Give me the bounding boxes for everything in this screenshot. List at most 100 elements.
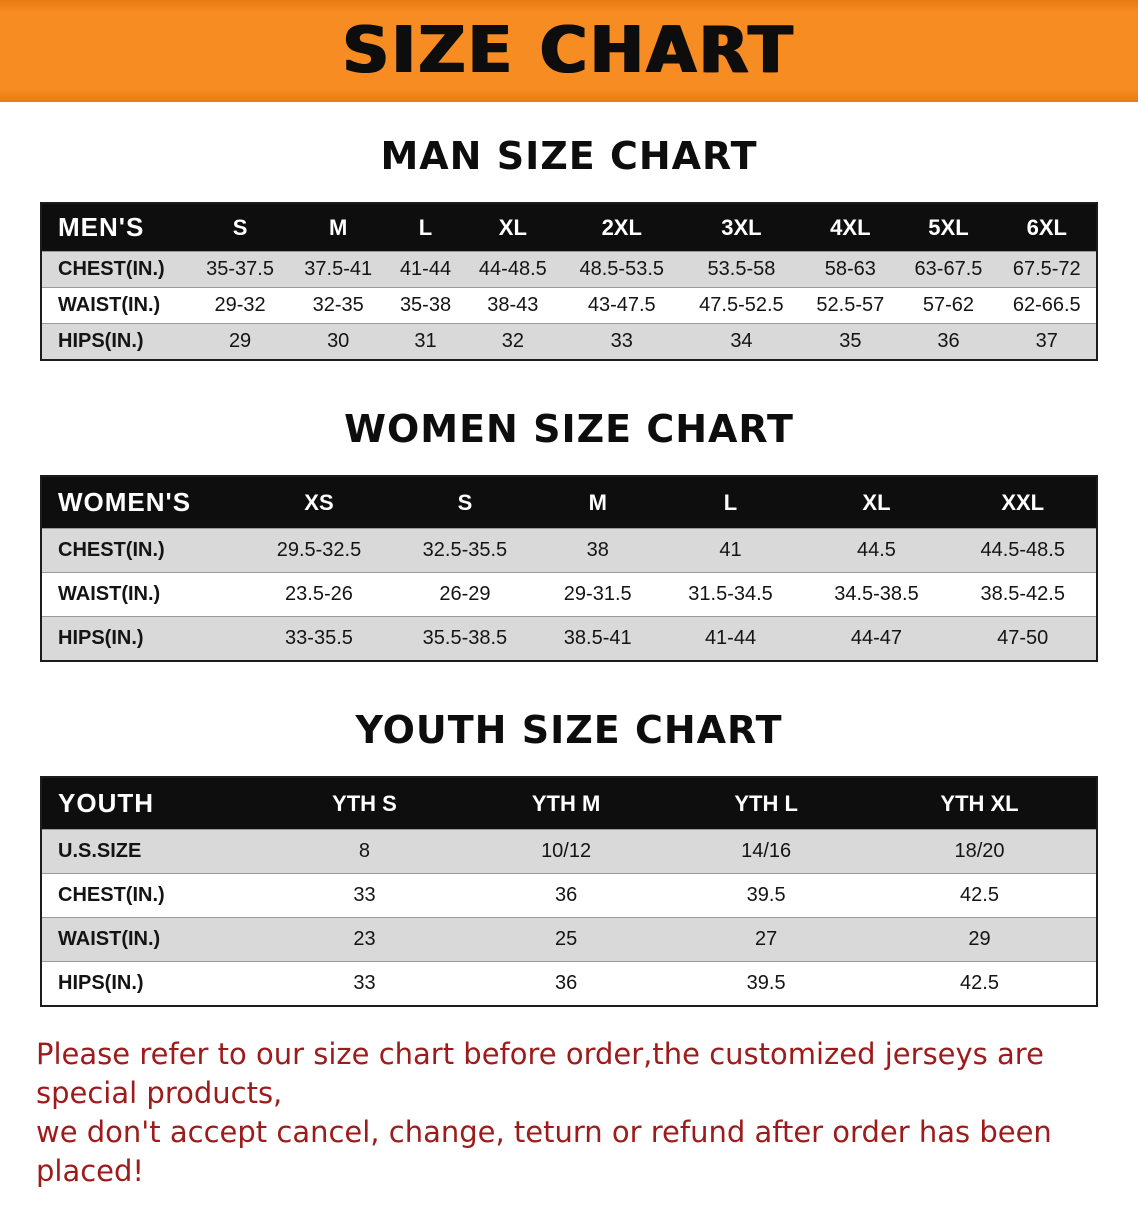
page-title: SIZE CHART: [342, 14, 796, 88]
women-table-row: CHEST(IN.) 29.5-32.5 32.5-35.5 38 41 44.5 44.5…: [41, 528, 1097, 573]
value-cell: 44.5-48.5: [949, 528, 1097, 573]
value-cell: 58-63: [801, 251, 900, 288]
women-header-row: WOMEN'S XS S M L XL XXL: [41, 476, 1097, 529]
row-label-cell: WAIST(IN.): [41, 572, 246, 617]
women-table-wrap: WOMEN'S XS S M L XL XXL CHEST(IN.) 29.5-32.5 32.5…: [0, 475, 1138, 662]
value-cell: 34.5-38.5: [803, 572, 950, 617]
row-label-cell: HIPS(IN.): [41, 323, 191, 360]
men-size-header-cell: M: [289, 203, 388, 252]
men-size-header-cell: L: [387, 203, 464, 252]
value-cell: 47-50: [949, 616, 1097, 661]
value-cell: 38: [537, 528, 658, 573]
value-cell: 32: [463, 323, 562, 360]
value-cell: 36: [462, 873, 670, 918]
value-cell: 39.5: [669, 873, 864, 918]
value-cell: 62-66.5: [997, 287, 1097, 324]
value-cell: 41-44: [657, 616, 804, 661]
value-cell: 43-47.5: [561, 287, 682, 324]
value-cell: 52.5-57: [801, 287, 900, 324]
value-cell: 29-32: [191, 287, 290, 324]
men-size-header-cell: 6XL: [997, 203, 1097, 252]
value-cell: 42.5: [863, 961, 1097, 1006]
men-size-header-cell: 4XL: [801, 203, 900, 252]
value-cell: 32-35: [289, 287, 388, 324]
value-cell: 33: [266, 873, 463, 918]
youth-size-table: YOUTH YTH S YTH M YTH L YTH XL U.S.SIZE 8 10/12…: [40, 776, 1098, 1007]
value-cell: 18/20: [863, 829, 1097, 874]
value-cell: 37.5-41: [289, 251, 388, 288]
value-cell: 44-48.5: [463, 251, 562, 288]
section-women: WOMEN SIZE CHART WOMEN'S XS S M L XL XXL CHEST(I…: [0, 407, 1138, 662]
value-cell: 27: [669, 917, 864, 962]
value-cell: 38-43: [463, 287, 562, 324]
value-cell: 23.5-26: [246, 572, 392, 617]
value-cell: 44-47: [803, 616, 950, 661]
row-label-cell: U.S.SIZE: [41, 829, 266, 874]
men-size-header-cell: 2XL: [561, 203, 682, 252]
women-size-header-cell: XXL: [949, 476, 1097, 529]
value-cell: 31.5-34.5: [657, 572, 804, 617]
youth-size-header-cell: YTH M: [462, 777, 670, 830]
youth-size-header-cell: YTH XL: [863, 777, 1097, 830]
value-cell: 35: [801, 323, 900, 360]
value-cell: 41: [657, 528, 804, 573]
value-cell: 39.5: [669, 961, 864, 1006]
value-cell: 29.5-32.5: [246, 528, 392, 573]
section-youth: YOUTH SIZE CHART YOUTH YTH S YTH M YTH L YTH …: [0, 708, 1138, 1007]
men-size-header-cell: 3XL: [681, 203, 802, 252]
youth-table-wrap: YOUTH YTH S YTH M YTH L YTH XL U.S.SIZE 8 10/12…: [0, 776, 1138, 1007]
section-heading-youth: YOUTH SIZE CHART: [355, 708, 783, 752]
row-label-cell: HIPS(IN.): [41, 961, 266, 1006]
value-cell: 30: [289, 323, 388, 360]
value-cell: 38.5-41: [537, 616, 658, 661]
section-heading-men: MAN SIZE CHART: [380, 134, 758, 178]
value-cell: 37: [997, 323, 1097, 360]
value-cell: 38.5-42.5: [949, 572, 1097, 617]
value-cell: 35-37.5: [191, 251, 290, 288]
youth-header-row: YOUTH YTH S YTH M YTH L YTH XL: [41, 777, 1097, 830]
value-cell: 41-44: [387, 251, 464, 288]
men-size-header-cell: 5XL: [899, 203, 998, 252]
row-label-cell: WAIST(IN.): [41, 917, 266, 962]
youth-table-row: WAIST(IN.) 23 25 27 29: [41, 917, 1097, 962]
value-cell: 31: [387, 323, 464, 360]
value-cell: 67.5-72: [997, 251, 1097, 288]
value-cell: 32.5-35.5: [391, 528, 538, 573]
notice-line-2: we don't accept cancel, change, teturn o…: [36, 1115, 1052, 1189]
women-size-header-cell: L: [657, 476, 804, 529]
women-size-header-cell: XS: [246, 476, 392, 529]
row-label-cell: HIPS(IN.): [41, 616, 246, 661]
value-cell: 36: [899, 323, 998, 360]
women-table-row: HIPS(IN.) 33-35.5 35.5-38.5 38.5-41 41-44 44-…: [41, 616, 1097, 661]
section-men: MAN SIZE CHART MEN'S S M L XL 2XL 3XL 4XL 5XL 6XL C…: [0, 134, 1138, 361]
value-cell: 33: [266, 961, 463, 1006]
value-cell: 47.5-52.5: [681, 287, 802, 324]
men-table-row: HIPS(IN.) 29 30 31 32 33 34 35 36 37: [41, 323, 1097, 360]
value-cell: 29: [863, 917, 1097, 962]
footer-notice: Please refer to our size chart before or…: [0, 1007, 1138, 1212]
row-label-cell: CHEST(IN.): [41, 873, 266, 918]
men-table-row: WAIST(IN.) 29-32 32-35 35-38 38-43 43-47.5 47.…: [41, 287, 1097, 324]
section-heading-women: WOMEN SIZE CHART: [344, 407, 794, 451]
women-size-header-cell: XL: [803, 476, 950, 529]
youth-size-header-cell: YTH S: [266, 777, 463, 830]
value-cell: 44.5: [803, 528, 950, 573]
men-table-row: CHEST(IN.) 35-37.5 37.5-41 41-44 44-48.5 48.5…: [41, 251, 1097, 288]
value-cell: 57-62: [899, 287, 998, 324]
row-label-cell: WAIST(IN.): [41, 287, 191, 324]
notice-line-1: Please refer to our size chart before or…: [36, 1037, 1044, 1111]
value-cell: 23: [266, 917, 463, 962]
value-cell: 42.5: [863, 873, 1097, 918]
women-size-header-cell: S: [391, 476, 538, 529]
value-cell: 35.5-38.5: [391, 616, 538, 661]
value-cell: 10/12: [462, 829, 670, 874]
men-size-header-cell: S: [191, 203, 290, 252]
value-cell: 29: [191, 323, 290, 360]
youth-table-row: HIPS(IN.) 33 36 39.5 42.5: [41, 961, 1097, 1006]
value-cell: 63-67.5: [899, 251, 998, 288]
women-size-table: WOMEN'S XS S M L XL XXL CHEST(IN.) 29.5-32.5 32.5…: [40, 475, 1098, 662]
value-cell: 8: [266, 829, 463, 874]
youth-size-header-cell: YTH L: [669, 777, 864, 830]
row-label-cell: CHEST(IN.): [41, 251, 191, 288]
